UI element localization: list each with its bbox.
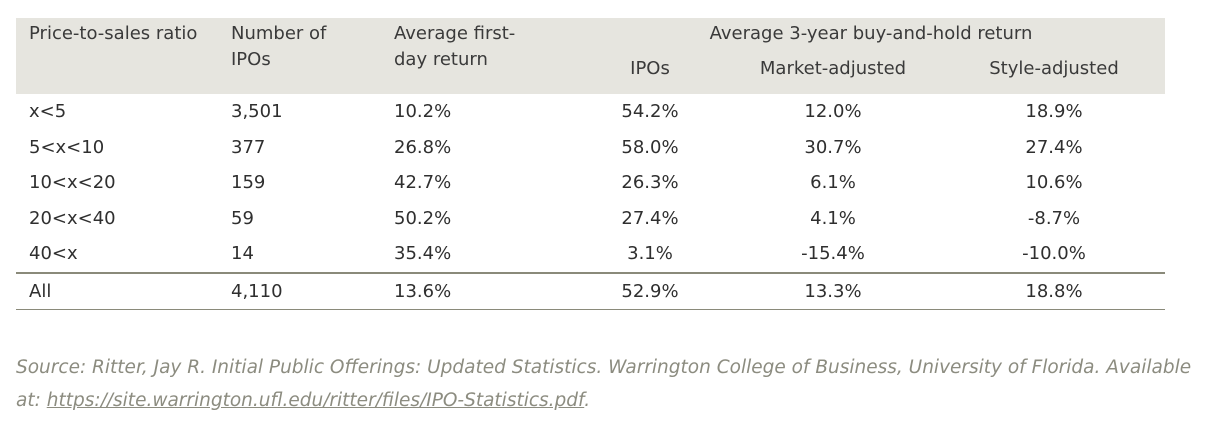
- cell-first-day-return: 42.7%: [394, 172, 452, 193]
- cell-style-adjusted: -10.0%: [1022, 243, 1086, 264]
- cell-ratio: x<5: [29, 101, 67, 122]
- cell-ipos-return: 26.3%: [621, 172, 679, 193]
- cell-ipos-return: 27.4%: [621, 207, 679, 229]
- table-row: x<5 3,501 10.2% 54.2% 12.0% 18.9%: [16, 94, 1165, 130]
- cell-style-adjusted: 10.6%: [1025, 172, 1083, 193]
- cell-ipos-return: 52.9%: [577, 271, 723, 310]
- table-header: Price-to-sales ratio Number of IPOs Aver…: [16, 18, 1165, 94]
- cell-ratio: 5<x<10: [29, 136, 105, 158]
- cell-first-day-return: 10.2%: [394, 101, 452, 122]
- cell-style-adjusted: 27.4%: [1025, 136, 1083, 158]
- cell-ipos-return: 58.0%: [621, 136, 679, 158]
- ipo-statistics-table-container: Price-to-sales ratio Number of IPOs Aver…: [16, 18, 1165, 310]
- cell-market-adjusted: 12.0%: [804, 101, 862, 122]
- cell-market-adjusted: 13.3%: [723, 271, 943, 310]
- table-row: 5<x<10 377 26.8% 58.0% 30.7% 27.4%: [16, 130, 1165, 166]
- ipo-statistics-table: Price-to-sales ratio Number of IPOs Aver…: [16, 18, 1165, 310]
- cell-style-adjusted: 18.9%: [1025, 101, 1083, 122]
- cell-number-of-ipos: 159: [231, 172, 266, 193]
- source-text: Source: Ritter, Jay R. Initial Public Of…: [16, 357, 1192, 411]
- header-price-to-sales-ratio: Price-to-sales ratio: [29, 23, 198, 44]
- cell-number-of-ipos: 14: [231, 243, 254, 264]
- header-sub-ipos: IPOs: [630, 58, 670, 79]
- table-row: 20<x<40 59 50.2% 27.4% 4.1% -8.7%: [16, 201, 1165, 237]
- table-row: 10<x<20 159 42.7% 26.3% 6.1% 10.6%: [16, 165, 1165, 201]
- cell-market-adjusted: 4.1%: [810, 207, 856, 229]
- cell-ratio: All: [16, 271, 231, 310]
- header-number-of-ipos: Number of IPOs: [231, 18, 394, 94]
- cell-market-adjusted: 30.7%: [804, 136, 862, 158]
- cell-market-adjusted: -15.4%: [801, 243, 865, 264]
- table-row: 40<x 14 35.4% 3.1% -15.4% -10.0%: [16, 236, 1165, 273]
- cell-number-of-ipos: 59: [231, 207, 254, 229]
- cell-first-day-return: 50.2%: [394, 207, 452, 229]
- cell-ipos-return: 54.2%: [621, 101, 679, 122]
- header-average-first-day-return: Average first-day return: [394, 18, 577, 94]
- table-total-row: All 4,110 13.6% 52.9% 13.3% 18.8%: [16, 271, 1165, 310]
- cell-number-of-ipos: 3,501: [231, 101, 283, 122]
- cell-number-of-ipos: 4,110: [231, 271, 394, 310]
- header-number-of-ipos-text: Number of IPOs: [231, 23, 327, 70]
- cell-ipos-return: 3.1%: [627, 243, 673, 264]
- cell-first-day-return: 13.6%: [394, 271, 577, 310]
- cell-first-day-return: 26.8%: [394, 136, 452, 158]
- table-body: x<5 3,501 10.2% 54.2% 12.0% 18.9% 5<x<10…: [16, 94, 1165, 310]
- cell-ratio: 20<x<40: [29, 207, 116, 229]
- header-sub-market-adjusted: Market-adjusted: [759, 58, 907, 79]
- cell-style-adjusted: 18.8%: [943, 271, 1165, 310]
- header-average-first-day-return-text: Average first-day return: [394, 23, 516, 70]
- header-average-3-year-return: Average 3-year buy-and-hold return: [709, 23, 1033, 44]
- cell-ratio: 40<x: [29, 243, 78, 264]
- cell-number-of-ipos: 377: [231, 136, 266, 158]
- source-trailing: .: [584, 390, 591, 411]
- header-sub-style-adjusted: Style-adjusted: [989, 58, 1119, 79]
- source-link[interactable]: https://site.warrington.ufl.edu/ritter/f…: [46, 390, 585, 411]
- cell-ratio: 10<x<20: [29, 172, 116, 193]
- source-citation: Source: Ritter, Jay R. Initial Public Of…: [16, 351, 1216, 417]
- cell-style-adjusted: -8.7%: [1027, 207, 1081, 229]
- cell-first-day-return: 35.4%: [394, 243, 452, 264]
- cell-market-adjusted: 6.1%: [810, 172, 856, 193]
